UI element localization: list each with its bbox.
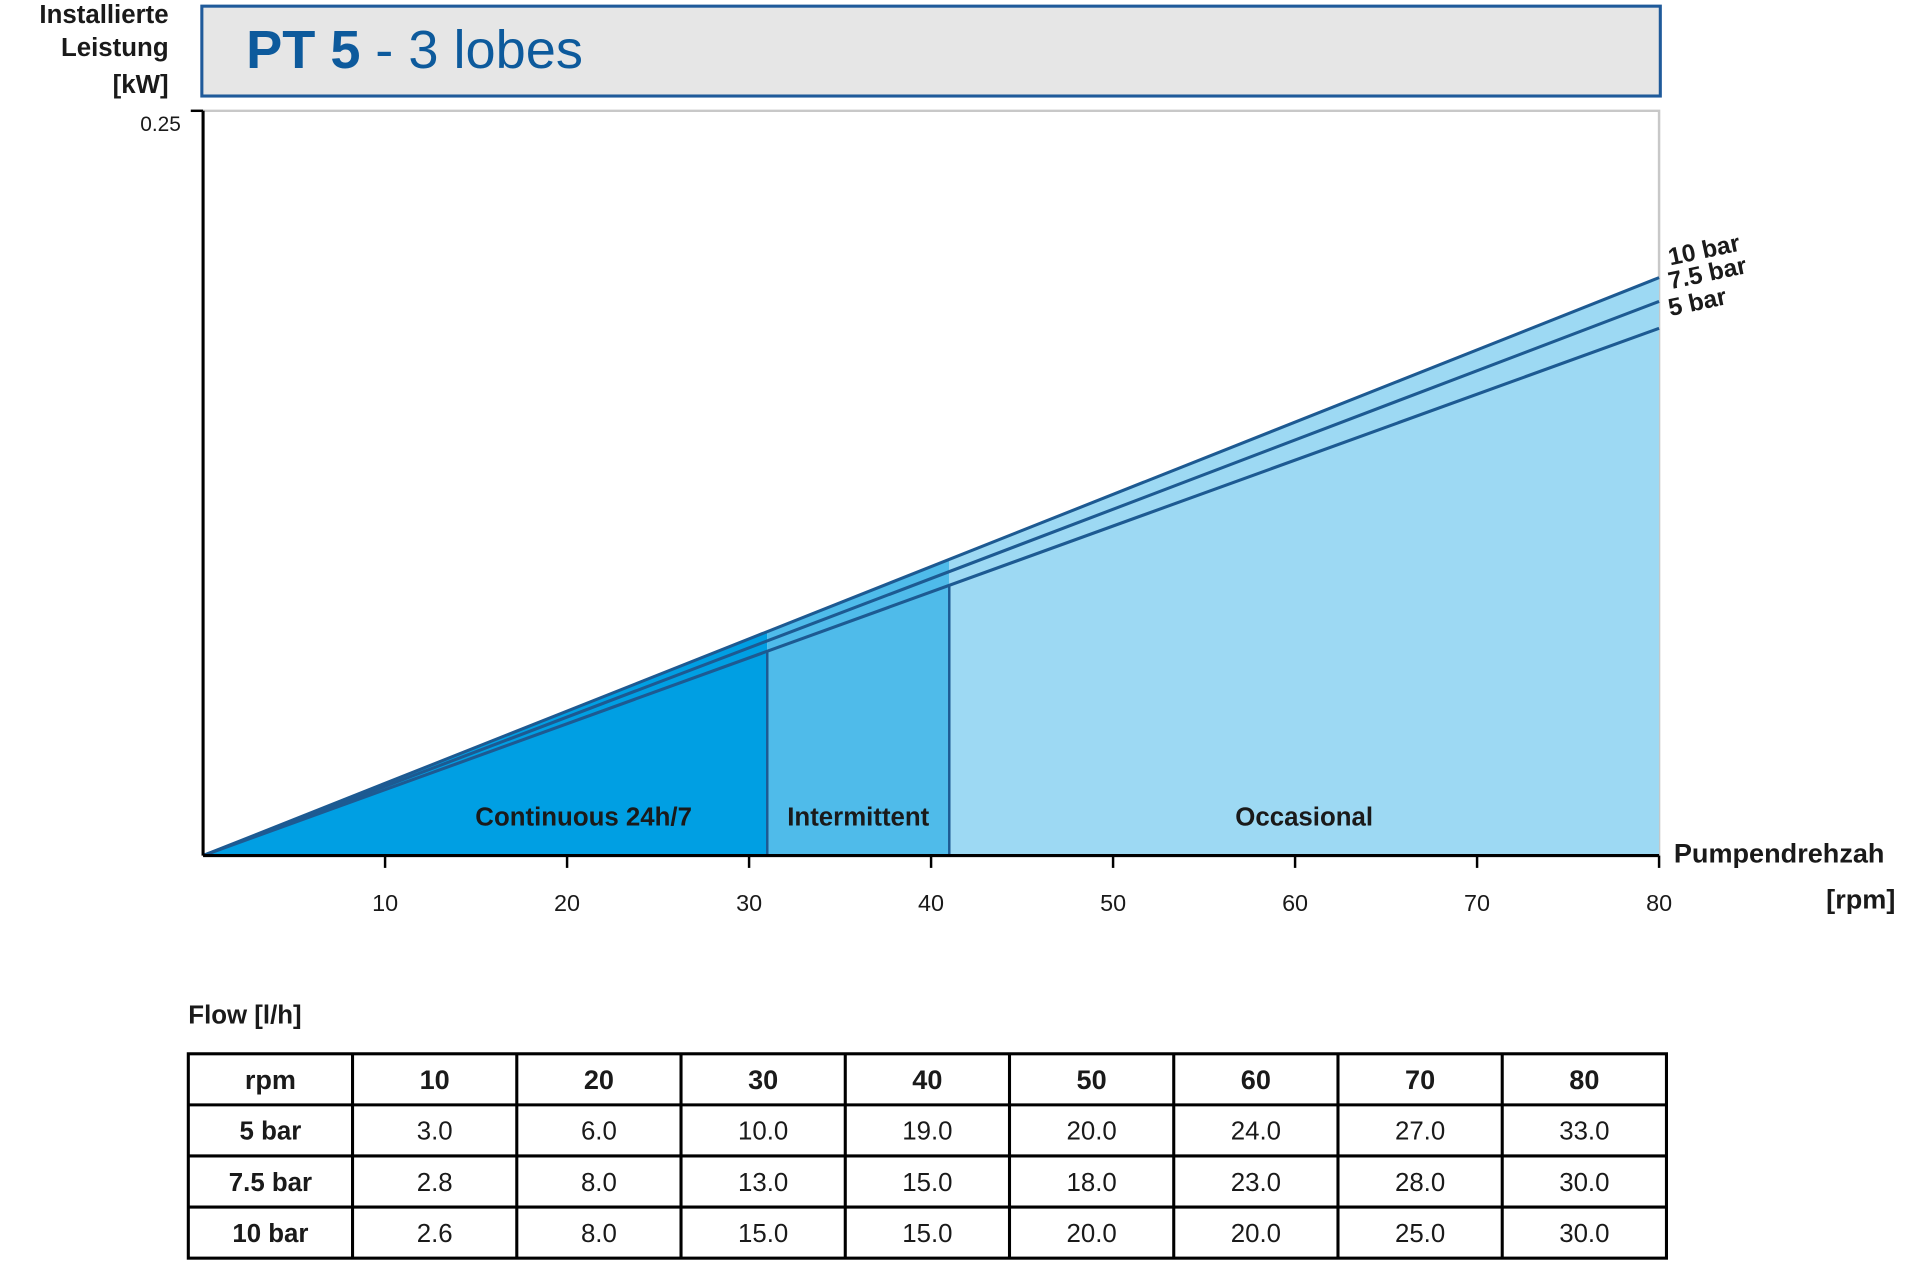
table-cell: 20.0	[1066, 1220, 1116, 1248]
table-cell: 3.0	[417, 1118, 453, 1146]
table-cell: 27.0	[1395, 1118, 1445, 1146]
table-cell: 19.0	[902, 1118, 952, 1146]
table-header: rpm	[245, 1064, 296, 1095]
chart-title: PT 5- 3 lobes	[246, 20, 583, 80]
x-tick-label: 20	[554, 890, 580, 916]
table-header: 20	[584, 1064, 614, 1095]
x-label: [rpm]	[1826, 883, 1895, 914]
table-cell: 15.0	[902, 1169, 952, 1197]
y-label: [kW]	[113, 71, 169, 99]
x-tick-label: 80	[1646, 890, 1672, 916]
series-line	[202, 326, 1660, 858]
table-cell: 33.0	[1559, 1118, 1609, 1146]
table-header: 50	[1077, 1064, 1107, 1095]
region	[949, 277, 1660, 856]
region-label: Intermittent	[787, 803, 929, 831]
table-cell: 10.0	[738, 1118, 788, 1146]
table-cell: 18.0	[1066, 1169, 1116, 1197]
table-caption: Flow [l/h]	[188, 1002, 301, 1030]
table-cell: 8.0	[581, 1169, 617, 1197]
table-header: 60	[1241, 1064, 1271, 1095]
title-rest: - 3 lobes	[375, 20, 583, 80]
table-cell: 30.0	[1559, 1169, 1609, 1197]
table-cell: 13.0	[738, 1169, 788, 1197]
table-cell: 24.0	[1231, 1118, 1281, 1146]
region-label: Continuous 24h/7	[475, 803, 692, 831]
table-cell: 28.0	[1395, 1169, 1445, 1197]
title-box	[200, 4, 1662, 98]
table-cell: 15.0	[902, 1220, 952, 1248]
table-cell: 2.8	[417, 1169, 453, 1197]
x-tick-label: 40	[918, 890, 944, 916]
x-tick-label: 10	[372, 890, 398, 916]
y-label: Leistung	[61, 34, 169, 62]
title-bold: PT 5	[246, 20, 360, 80]
row-label: 7.5 bar	[229, 1169, 312, 1197]
table-cell: 6.0	[581, 1118, 617, 1146]
table-cell: 25.0	[1395, 1220, 1445, 1248]
region-label: Occasional	[1235, 803, 1373, 831]
x-tick-label: 50	[1100, 890, 1126, 916]
row-label: 5 bar	[240, 1118, 302, 1146]
y-label: Installierte	[39, 1, 168, 29]
table-header: 80	[1569, 1064, 1599, 1095]
table-cell: 2.6	[417, 1220, 453, 1248]
table-cell: 8.0	[581, 1220, 617, 1248]
row-label: 10 bar	[232, 1220, 308, 1248]
x-tick-label: 70	[1464, 890, 1490, 916]
table-cell: 20.0	[1231, 1220, 1281, 1248]
x-label: Pumpendrehzah	[1674, 838, 1885, 869]
table-cell: 15.0	[738, 1220, 788, 1248]
table-header: 30	[748, 1064, 778, 1095]
x-tick-label: 30	[736, 890, 762, 916]
table-header: 40	[912, 1064, 942, 1095]
table-header: 10	[420, 1064, 450, 1095]
series-line	[202, 276, 1660, 858]
series-line	[202, 300, 1660, 858]
table-header: 70	[1405, 1064, 1435, 1095]
x-tick-label: 60	[1282, 890, 1308, 916]
y-tick-label: 0.25	[140, 113, 181, 136]
table-cell: 30.0	[1559, 1220, 1609, 1248]
table: rpm 10 20 30 40 50 60 70 80 5 bar 3.0 6.0 10.0 19.0 20…	[186, 1052, 1668, 1260]
table-cell: 20.0	[1066, 1118, 1116, 1146]
table-cell: 23.0	[1231, 1169, 1281, 1197]
plot: Continuous 24h/7 Intermittent Occasional 10…	[140, 109, 1750, 916]
